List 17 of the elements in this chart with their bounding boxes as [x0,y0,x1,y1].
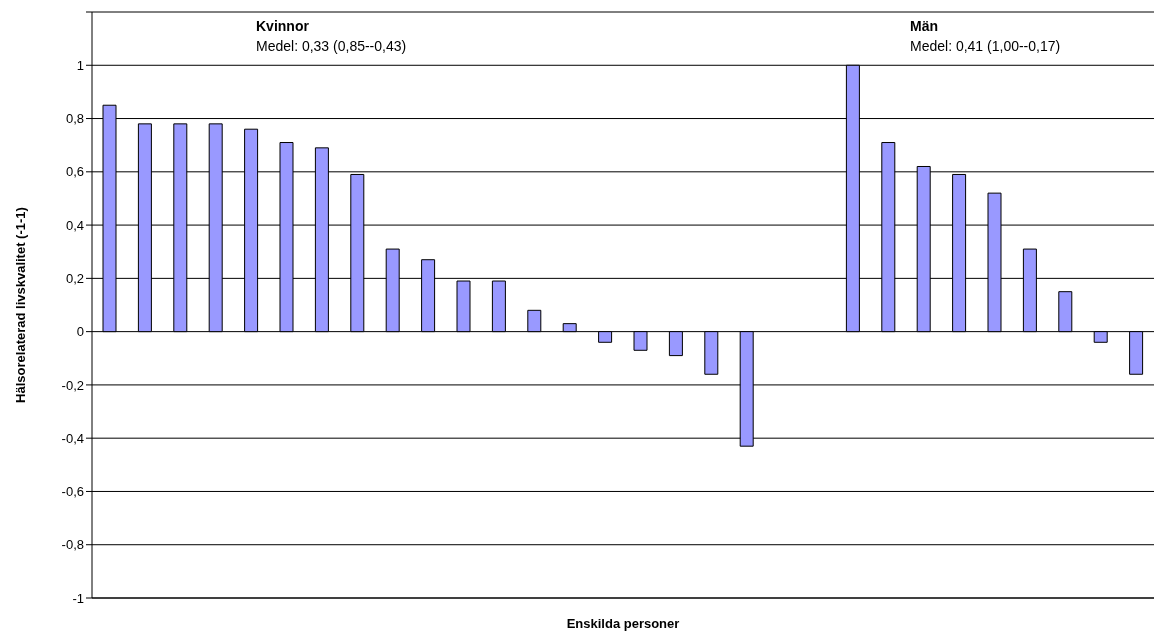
annotation: Medel: 0,33 (0,85--0,43) [256,37,408,56]
y-tick-label: -0,2 [61,377,84,393]
annotation: Medel: 0,41 (1,00--0,17) [910,37,1062,56]
y-tick-label: 0,2 [65,270,84,286]
annotation: Kvinnor [256,17,310,36]
y-tick-label: -0,4 [61,430,84,446]
x-axis-title: Enskilda personer [566,616,680,631]
y-tick-label: 0,8 [65,111,84,127]
y-axis-title: Hälsorelaterad livskvalitet (-1-1) [12,207,28,403]
y-tick-label: 1 [76,57,84,73]
annotation: Män [910,17,939,36]
y-tick-label: -0,6 [61,484,84,500]
y-tick-label: 0,4 [65,217,84,233]
y-tick-label: 0,6 [65,164,84,180]
y-tick-label: -1 [72,590,84,606]
y-tick-label: -0,8 [61,537,84,553]
y-tick-label: 0 [76,324,84,340]
